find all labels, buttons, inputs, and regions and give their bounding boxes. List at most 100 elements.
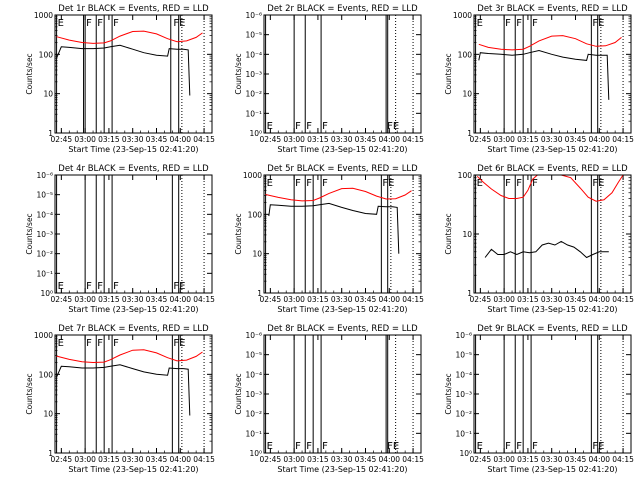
x-tick-label: 02:45 xyxy=(470,455,492,464)
x-axis-label: Start Time (23-Sep-15 02:41:20) xyxy=(277,305,407,314)
detector-panel-2: Det 2r BLACK = Events, RED = LLD 10⁰ 10⁻¹ 1… xyxy=(234,4,424,154)
event-marker-label: E xyxy=(267,178,273,189)
y-tick-label: 10⁻⁴ xyxy=(245,370,262,379)
x-tick-label: 03:30 xyxy=(331,135,353,144)
event-marker-label: FE xyxy=(592,178,604,189)
event-marker-label: F xyxy=(532,441,538,452)
x-tick-label: 04:00 xyxy=(588,295,610,304)
y-tick-label: 10⁻⁴ xyxy=(455,370,472,379)
y-tick-label: 10⁰ xyxy=(40,289,53,298)
event-marker-label: F xyxy=(295,178,301,189)
y-tick-label: 10 xyxy=(462,90,472,99)
x-tick-label: 03:45 xyxy=(565,455,587,464)
y-tick-label: 10⁻¹ xyxy=(245,109,262,118)
detector-panel-5: Det 5r BLACK = Events, RED = LLD 1 10 100 10… xyxy=(234,164,424,314)
x-tick-label: 03:15 xyxy=(517,295,539,304)
x-tick-label: 02:45 xyxy=(51,295,73,304)
event-marker-label: FE xyxy=(173,281,185,292)
event-marker-label: F xyxy=(505,18,511,29)
x-tick-label: 03:15 xyxy=(98,135,120,144)
y-tick-label: 10⁻³ xyxy=(455,390,472,399)
event-marker-label: F xyxy=(97,281,103,292)
panel-title: Det 1r BLACK = Events, RED = LLD xyxy=(58,4,209,14)
panel-title: Det 4r BLACK = Events, RED = LLD xyxy=(58,164,209,174)
event-marker-label: FE xyxy=(382,178,394,189)
panel-title: Det 7r BLACK = Events, RED = LLD xyxy=(58,324,209,334)
event-marker-label: FE xyxy=(592,18,604,29)
event-marker-label: F xyxy=(322,178,328,189)
x-tick-label: 03:30 xyxy=(541,135,563,144)
y-tick-label: 10⁰ xyxy=(459,449,472,458)
event-marker-label: F xyxy=(97,18,103,29)
detector-panel-3: Det 3r BLACK = Events, RED = LLD 1 10 100 10… xyxy=(444,4,634,154)
panel-title: Det 3r BLACK = Events, RED = LLD xyxy=(477,4,628,14)
y-tick-label: 10⁻⁵ xyxy=(245,31,262,40)
y-tick-label: 10⁻² xyxy=(455,410,472,419)
detector-panel-1: Det 1r BLACK = Events, RED = LLD 1 10 100 10… xyxy=(25,4,215,154)
x-tick-label: 03:15 xyxy=(307,135,329,144)
event-rate-line xyxy=(484,240,609,259)
x-axis-label: Start Time (23-Sep-15 02:41:20) xyxy=(68,145,198,154)
x-tick-label: 04:00 xyxy=(378,135,400,144)
x-tick-label: 03:15 xyxy=(517,135,539,144)
y-tick-label: 10 xyxy=(462,230,472,239)
panel-title: Det 9r BLACK = Events, RED = LLD xyxy=(477,324,628,334)
event-marker-label: E xyxy=(267,121,273,132)
y-axis-label: Counts/sec xyxy=(25,373,34,414)
x-axis-label: Start Time (23-Sep-15 02:41:20) xyxy=(487,465,617,474)
y-tick-label: 10⁻⁵ xyxy=(455,351,472,360)
y-tick-label: 1 xyxy=(467,129,472,138)
y-axis-label: Counts/sec xyxy=(234,53,243,94)
x-tick-label: 02:45 xyxy=(51,135,73,144)
x-tick-label: 03:30 xyxy=(331,455,353,464)
event-marker-label: F xyxy=(306,121,312,132)
y-tick-label: 1000 xyxy=(453,11,472,20)
x-tick-label: 03:45 xyxy=(146,455,168,464)
x-tick-label: 03:30 xyxy=(541,295,563,304)
event-marker-label: F xyxy=(306,441,312,452)
x-tick-label: 03:00 xyxy=(283,295,305,304)
x-tick-label: 04:00 xyxy=(588,455,610,464)
y-tick-label: 1 xyxy=(257,289,262,298)
panel-title: Det 2r BLACK = Events, RED = LLD xyxy=(267,4,418,14)
x-tick-label: 04:15 xyxy=(612,455,634,464)
x-tick-label: 02:45 xyxy=(260,455,282,464)
event-marker-label: E xyxy=(477,178,483,189)
x-tick-label: 02:45 xyxy=(470,295,492,304)
y-tick-label: 1 xyxy=(467,289,472,298)
event-marker-label: FE xyxy=(173,18,185,29)
x-axis-label: Start Time (23-Sep-15 02:41:20) xyxy=(487,145,617,154)
y-tick-label: 10⁰ xyxy=(249,129,262,138)
y-tick-label: 10⁰ xyxy=(249,449,262,458)
x-tick-label: 02:45 xyxy=(260,135,282,144)
y-tick-label: 10⁻² xyxy=(245,90,262,99)
plot-frame xyxy=(54,14,213,134)
x-tick-label: 04:00 xyxy=(378,455,400,464)
x-tick-label: 03:00 xyxy=(493,455,515,464)
x-tick-label: 04:15 xyxy=(402,455,424,464)
detector-panel-9: Det 9r BLACK = Events, RED = LLD 10⁰ 10⁻¹ 1… xyxy=(444,324,634,474)
x-tick-label: 04:00 xyxy=(588,135,610,144)
event-marker-label: F xyxy=(516,178,522,189)
event-marker-label: F xyxy=(295,441,301,452)
y-tick-label: 10⁻⁴ xyxy=(245,50,262,59)
x-tick-label: 03:30 xyxy=(541,455,563,464)
y-tick-label: 10⁻³ xyxy=(245,70,262,79)
x-tick-label: 04:15 xyxy=(612,135,634,144)
event-marker-label: F xyxy=(113,338,119,349)
event-marker-label: F xyxy=(86,338,92,349)
y-tick-label: 1000 xyxy=(243,171,262,180)
x-tick-label: 03:45 xyxy=(565,135,587,144)
plot-frame xyxy=(263,334,422,454)
event-marker-label: FE xyxy=(173,338,185,349)
y-tick-label: 10⁻⁶ xyxy=(455,331,472,340)
x-tick-label: 03:30 xyxy=(122,295,144,304)
event-marker-label: F xyxy=(113,281,119,292)
x-tick-label: 03:45 xyxy=(146,135,168,144)
x-tick-label: 04:00 xyxy=(169,295,191,304)
y-tick-label: 10 xyxy=(252,250,262,259)
y-tick-label: 10⁻⁶ xyxy=(245,331,262,340)
y-tick-label: 10⁻¹ xyxy=(455,429,472,438)
